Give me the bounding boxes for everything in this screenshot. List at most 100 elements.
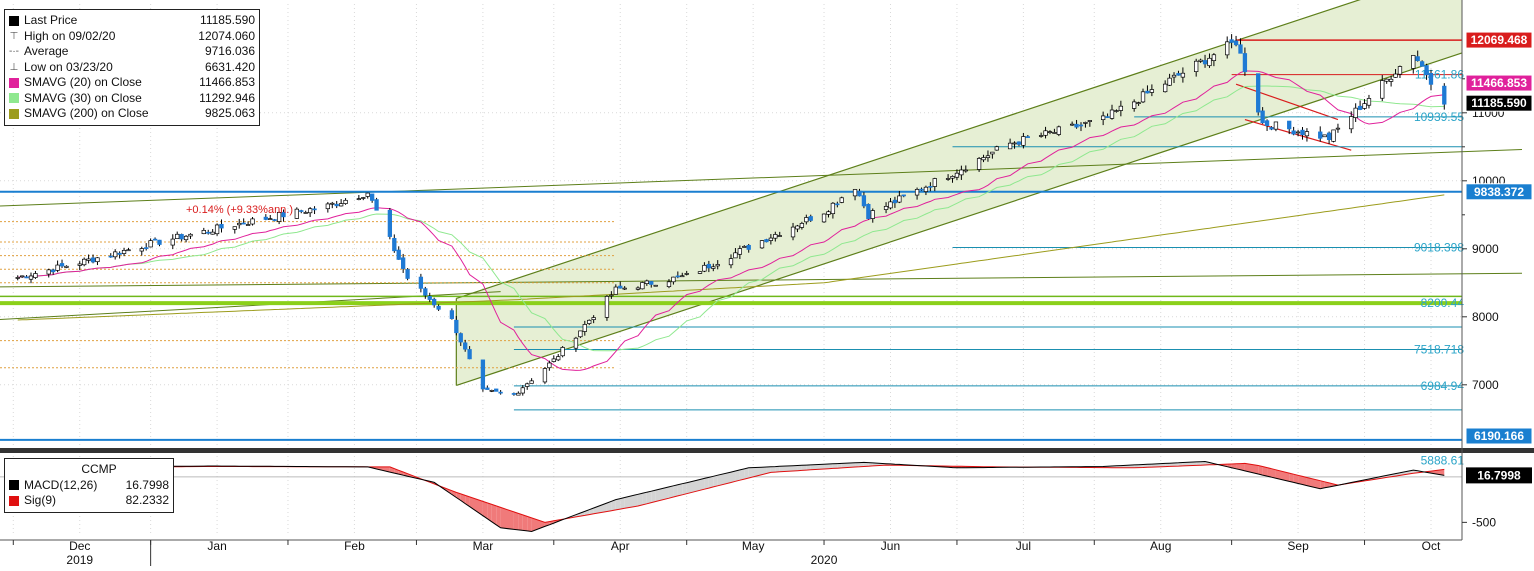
candle-body [1013, 143, 1017, 144]
candle-body [246, 225, 250, 226]
macd-panel [0, 448, 1534, 532]
candle-body [765, 240, 769, 242]
candle-body [1119, 106, 1123, 110]
candle-body [175, 234, 179, 238]
candle-body [800, 223, 804, 227]
candle-body [1394, 74, 1398, 77]
candle-body [964, 170, 968, 171]
candle-body [1385, 79, 1389, 81]
candle-body [361, 197, 365, 198]
macd-fill [704, 477, 708, 489]
candle-body [774, 234, 778, 238]
candle-body [853, 189, 857, 195]
macd-fill [740, 469, 744, 480]
candle-body [1261, 111, 1265, 123]
candle-body [995, 147, 999, 150]
price-tag-label: 12069.468 [1471, 33, 1528, 47]
candle-body [87, 259, 91, 261]
candle-body [636, 288, 640, 289]
macd-tag-label: 16.7998 [1477, 468, 1521, 482]
candle-body [703, 265, 707, 271]
candle-body [1208, 58, 1212, 65]
macd-fill [527, 516, 531, 531]
candle-body [29, 276, 33, 279]
level-label: 8200.44 [1421, 296, 1465, 310]
candle-body [304, 212, 308, 213]
candle-body [685, 273, 689, 274]
candle-body [831, 203, 835, 213]
legend-value: 11466.853 [199, 75, 255, 91]
candle-body [1106, 117, 1110, 118]
candle-body [494, 389, 498, 391]
candle-body [1296, 132, 1300, 133]
x-tick-label: Sep [1287, 539, 1309, 553]
legend-swatch [9, 93, 19, 103]
legend-label: Last Price [24, 13, 192, 29]
candle-body [645, 281, 649, 284]
legend-label: Sig(9) [24, 493, 118, 509]
candle-body [667, 282, 671, 287]
macd-fill [700, 478, 704, 490]
legend-row: MACD(12,26) 16.7998 [9, 478, 169, 494]
macd-fill [673, 485, 677, 497]
candle-body [867, 204, 871, 218]
candle-body [858, 191, 862, 196]
macd-fill [793, 466, 797, 471]
candle-body [375, 200, 379, 211]
candle-body [1327, 133, 1331, 140]
candle-body [127, 250, 131, 251]
legend-swatch [9, 480, 19, 490]
legend-value: 16.7998 [126, 478, 169, 494]
candle-body [809, 216, 813, 220]
candle-body [680, 276, 684, 277]
x-tick-label: Mar [473, 539, 494, 553]
macd-fill [501, 507, 514, 529]
candle-body [1287, 121, 1291, 129]
candle-body [649, 281, 653, 284]
macd-fill [620, 498, 624, 510]
legend-glyph-icon: ⊤ [9, 29, 19, 45]
legend-label: Low on 03/23/20 [24, 60, 197, 76]
candle-body [583, 324, 587, 331]
candle-body [747, 245, 751, 249]
candle-body [738, 249, 742, 255]
candle-body [428, 296, 432, 299]
candle-body [455, 320, 459, 333]
candle-body [468, 349, 472, 358]
candle-body [233, 227, 237, 230]
candle-body [1398, 67, 1402, 75]
candle-body [1177, 73, 1181, 75]
candle-body [1429, 73, 1433, 84]
macd-fill [651, 490, 655, 503]
macd-fill [806, 465, 810, 470]
candle-body [1305, 132, 1309, 136]
macd-fill [496, 506, 500, 528]
candle-body [401, 258, 405, 269]
candle-body [268, 219, 272, 220]
candle-body [1367, 98, 1371, 105]
legend-label: MACD(12,26) [24, 478, 118, 494]
candle-body [592, 318, 596, 320]
candle-body [796, 226, 800, 229]
x-tick-label: May [742, 539, 765, 553]
macd-fill [1263, 467, 1267, 477]
candle-body [530, 381, 534, 383]
macd-fill [514, 512, 518, 530]
candle-body [512, 393, 516, 394]
candle-body [122, 250, 126, 253]
candle-body [1199, 60, 1203, 61]
candle-body [273, 220, 277, 221]
candle-body [432, 299, 436, 305]
macd-fill [669, 486, 673, 498]
candle-body [330, 203, 334, 204]
candle-body [82, 259, 86, 265]
legend-label: SMAVG (200) on Close [24, 106, 197, 122]
candle-body [388, 210, 392, 236]
year-label: 2019 [66, 553, 93, 566]
